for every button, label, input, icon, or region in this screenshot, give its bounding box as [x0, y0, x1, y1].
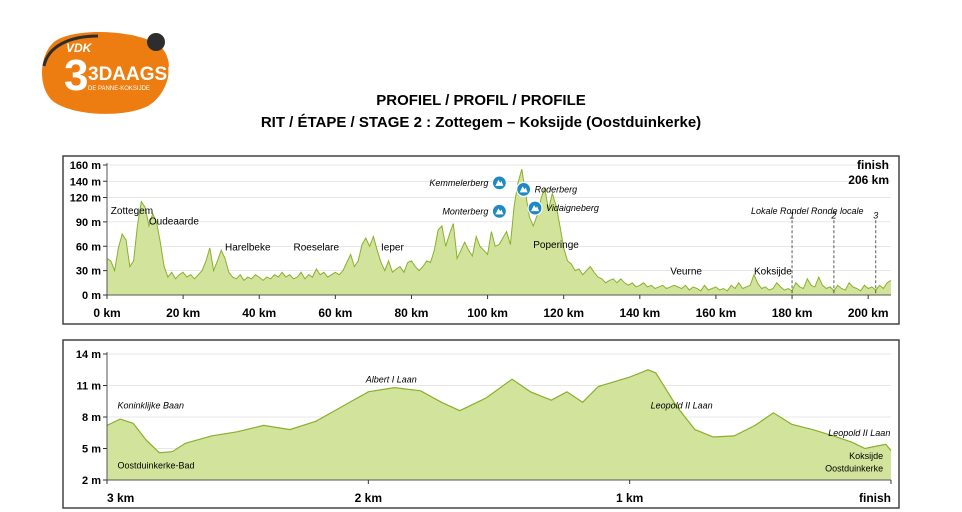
x-tick-label: finish	[859, 491, 891, 505]
y-tick-label: 30 m	[76, 266, 101, 278]
place-label: Ieper	[381, 242, 404, 253]
place-label: Oostduinkerke-Bad	[117, 460, 194, 470]
y-tick-label: 0 m	[82, 290, 101, 302]
place-label: Harelbeke	[225, 242, 271, 253]
place-label: Albert I Laan	[365, 374, 417, 384]
x-tick-label: 120 km	[543, 306, 584, 320]
y-tick-label: 60 m	[76, 241, 101, 253]
climb-marker	[491, 175, 507, 191]
y-tick-label: 90 m	[76, 217, 101, 229]
x-tick-label: 60 km	[318, 306, 352, 320]
x-tick-label: 140 km	[619, 306, 660, 320]
chart-frame	[62, 155, 900, 325]
x-tick-label: 3 km	[107, 491, 134, 505]
x-tick-label: 40 km	[242, 306, 276, 320]
climb-label: Monterberg	[442, 206, 488, 216]
local-lap-number: 1	[790, 210, 795, 220]
mountain-icon	[519, 186, 528, 193]
climb-marker	[527, 200, 543, 216]
y-tick-label: 160 m	[70, 160, 101, 172]
place-label: Lokale Rondel Ronde locale	[751, 206, 864, 216]
x-tick-label: 160 km	[696, 306, 737, 320]
place-label: Roeselare	[293, 242, 339, 253]
mountain-icon	[495, 179, 504, 186]
elevation-line	[106, 168, 892, 292]
place-label: Koninklijke Baan	[117, 401, 184, 411]
x-tick-label: 80 km	[394, 306, 428, 320]
local-lap-number: 3	[873, 210, 878, 220]
place-label: Zottegem	[111, 206, 153, 217]
climb-marker	[516, 181, 532, 197]
logo-main-text: 3DAAGSE	[88, 64, 176, 85]
place-label: Oostduinkerke	[825, 464, 883, 474]
elevation-line	[106, 369, 892, 454]
place-label: Veurne	[670, 267, 702, 278]
elevation-area	[107, 369, 891, 480]
vdk-3daagse-logo: VDK 3 3DAAGSE DE PANNE-KOKSIJDE	[42, 31, 176, 114]
logo-top-text: VDK	[66, 41, 93, 55]
y-tick-label: 11 m	[77, 381, 102, 393]
climb-marker	[491, 203, 507, 219]
y-tick-label: 14 m	[76, 349, 101, 361]
x-tick-label: 0 km	[93, 306, 120, 320]
y-tick-label: 8 m	[82, 412, 101, 424]
climb-label: Roderberg	[535, 184, 578, 194]
logo-sub-text: DE PANNE-KOKSIJDE	[88, 86, 150, 92]
y-tick-label: 2 m	[82, 475, 101, 487]
x-tick-label: 20 km	[166, 306, 200, 320]
x-tick-label: 100 km	[467, 306, 508, 320]
y-tick-label: 120 m	[70, 193, 101, 205]
finish-distance: 206 km	[848, 173, 889, 187]
place-label: Koksijde	[849, 451, 883, 461]
y-tick-label: 140 m	[70, 176, 101, 188]
mountain-icon	[495, 208, 504, 215]
local-lap-number: 2	[830, 210, 836, 220]
x-tick-label: 180 km	[772, 306, 813, 320]
place-label: Leopold II Laan	[651, 401, 713, 411]
y-tick-label: 5 m	[82, 444, 101, 456]
final-km-profile-chart: 2 m 5 m 8 m 11 m 14 m 3 km 2 km 1 km finish Konin…	[62, 339, 900, 509]
climb-label: Vidaigneberg	[546, 203, 599, 213]
profile-title: PROFIEL / PROFIL / PROFILE	[376, 92, 586, 109]
climb-label: Kemmelerberg	[429, 178, 488, 188]
x-tick-label: 200 km	[848, 306, 889, 320]
place-label: Poperinge	[533, 240, 579, 251]
place-label: Koksijde	[754, 267, 792, 278]
mountain-icon	[531, 205, 540, 212]
place-label: Leopold II Laan	[828, 428, 890, 438]
elevation-area	[107, 169, 891, 295]
x-tick-label: 2 km	[355, 491, 382, 505]
x-tick-label: 1 km	[616, 491, 643, 505]
place-label: Oudeaarde	[149, 216, 199, 227]
stage-profile-chart: 0 m 30 m 60 m 90 m 120 m 140 m 160 m 0 km 20 km 4…	[62, 155, 900, 325]
stage-title: RIT / ÉTAPE / STAGE 2 : Zottegem – Koksi…	[260, 114, 702, 131]
finish-label: finish	[857, 158, 889, 172]
svg-text:3: 3	[64, 51, 88, 100]
